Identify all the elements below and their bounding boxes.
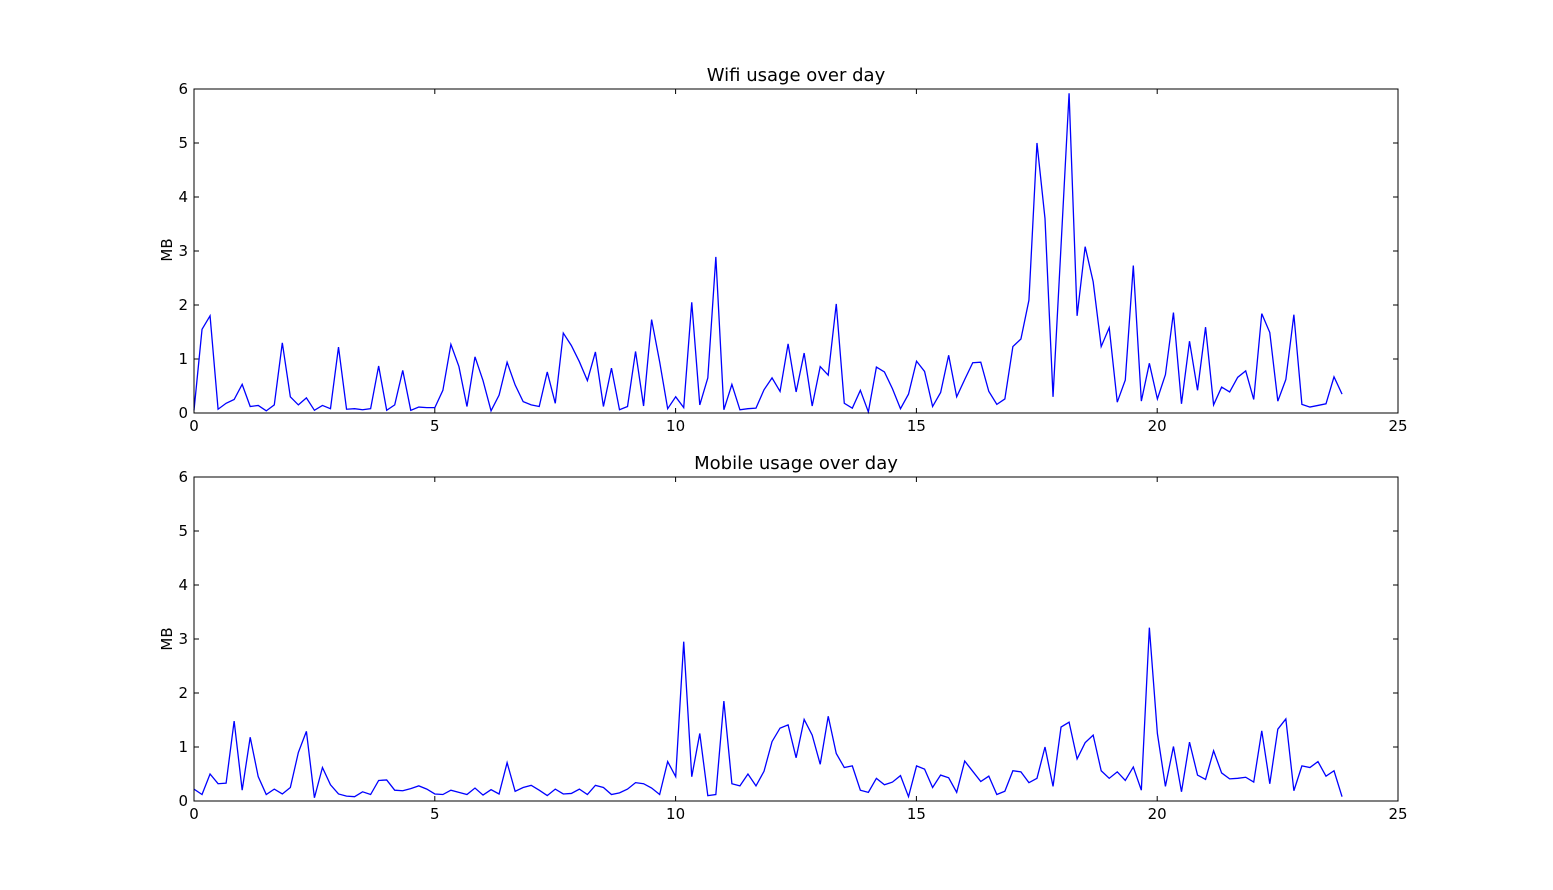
mobile-chart: Mobile usage over day MB 0 5 10 15 20 25 0 1 2 3 4…	[158, 453, 1408, 823]
mobile-tick-labels: 0 5 10 15 20 25 0 1 2 3 4 5 6	[178, 468, 1407, 823]
wifi-y-tick-label: 1	[178, 350, 188, 368]
wifi-x-tick-label: 5	[430, 417, 440, 435]
mobile-axis-ticks	[193, 476, 1399, 802]
mobile-x-tick-label: 0	[189, 805, 199, 823]
wifi-x-tick-label: 15	[907, 417, 926, 435]
mobile-y-tick-label: 4	[178, 576, 188, 594]
mobile-x-tick-label: 15	[907, 805, 926, 823]
wifi-axis-ticks	[193, 88, 1399, 414]
mobile-y-tick-label: 5	[178, 522, 188, 540]
mobile-y-tick-label: 0	[178, 792, 188, 810]
mobile-y-axis-label: MB	[158, 627, 176, 650]
mobile-x-tick-label: 20	[1148, 805, 1167, 823]
mobile-chart-title: Mobile usage over day	[694, 453, 898, 474]
wifi-chart-title: Wifi usage over day	[707, 65, 886, 86]
mobile-y-tick-label: 1	[178, 738, 188, 756]
mobile-x-tick-label: 5	[430, 805, 440, 823]
wifi-x-tick-label: 20	[1148, 417, 1167, 435]
wifi-x-tick-label: 25	[1388, 417, 1407, 435]
mobile-plot-frame	[193, 476, 1399, 802]
wifi-y-axis-label: MB	[158, 238, 176, 261]
wifi-y-tick-label: 2	[178, 296, 188, 314]
wifi-tick-labels: 0 5 10 15 20 25 0 1 2 3 4 5 6	[178, 80, 1407, 435]
mobile-y-tick-label: 3	[178, 630, 188, 648]
wifi-y-tick-label: 4	[178, 188, 188, 206]
wifi-x-tick-label: 0	[189, 417, 199, 435]
wifi-y-tick-label: 0	[178, 404, 188, 422]
wifi-y-tick-label: 5	[178, 134, 188, 152]
wifi-x-tick-label: 10	[666, 417, 685, 435]
mobile-x-tick-label: 10	[666, 805, 685, 823]
mobile-y-tick-label: 6	[178, 468, 188, 486]
wifi-y-tick-label: 3	[178, 242, 188, 260]
wifi-series-line	[193, 93, 1343, 415]
mobile-series-line	[193, 627, 1343, 799]
wifi-y-tick-label: 6	[178, 80, 188, 98]
mobile-x-tick-label: 25	[1388, 805, 1407, 823]
mobile-y-tick-label: 2	[178, 684, 188, 702]
wifi-chart: Wifi usage over day MB 0 5 10 15 20 25 0 1 2 3 4 5 6	[158, 65, 1408, 435]
wifi-plot-frame	[193, 88, 1399, 414]
